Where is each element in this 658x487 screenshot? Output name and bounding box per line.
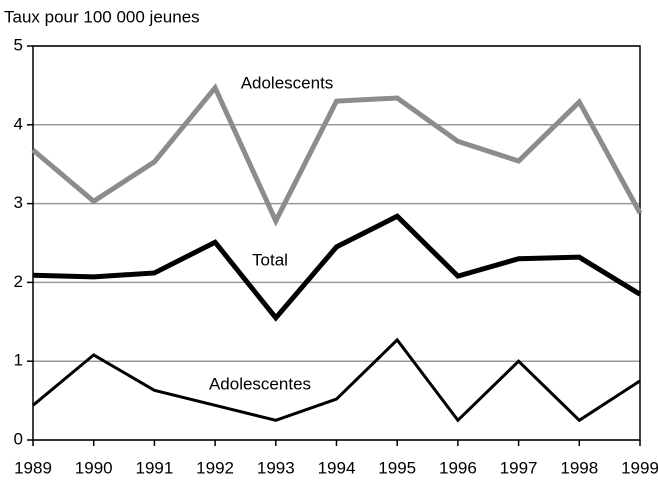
series-line [32, 213, 642, 322]
x-tick-label: 1996 [439, 458, 477, 477]
y-axis-label: Taux pour 100 000 jeunes [4, 7, 200, 26]
y-tick-label: 1 [14, 351, 23, 370]
series-line [31, 83, 643, 227]
x-tick-label: 1999 [621, 458, 658, 477]
x-tick-label: 1989 [14, 458, 52, 477]
y-tick-label: 5 [14, 35, 23, 54]
x-tick-label: 1994 [318, 458, 356, 477]
y-tick-label: 0 [14, 429, 23, 448]
x-tick-label: 1993 [257, 458, 295, 477]
x-tick-label: 1990 [75, 458, 113, 477]
x-tick-label: 1991 [135, 458, 173, 477]
x-tick-label: 1997 [500, 458, 538, 477]
x-tick-label: 1998 [560, 458, 598, 477]
x-tick-label: 1995 [378, 458, 416, 477]
y-tick-label: 4 [14, 114, 23, 133]
series-line [32, 337, 641, 423]
series-label: Adolescentes [209, 374, 311, 393]
x-tick-label: 1992 [196, 458, 234, 477]
y-tick-label: 2 [14, 272, 23, 291]
series-label: Total [252, 250, 288, 269]
plot-frame [32, 45, 641, 441]
y-tick-label: 3 [14, 193, 23, 212]
series-label: Adolescents [241, 73, 334, 92]
